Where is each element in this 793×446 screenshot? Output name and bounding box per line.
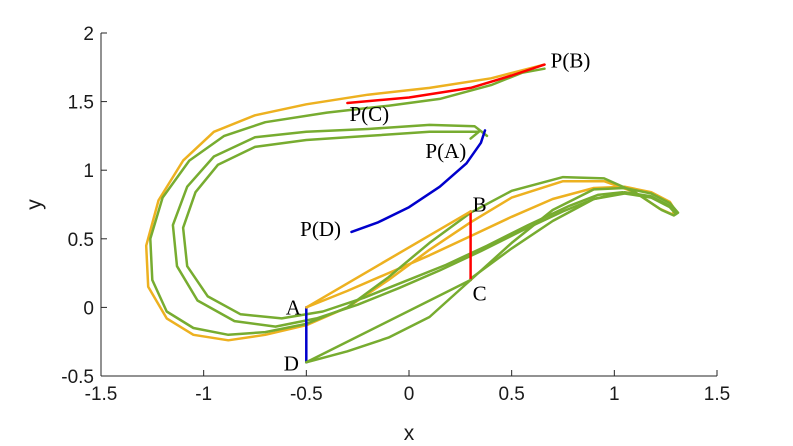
point-label: P(C) xyxy=(349,102,389,126)
x-tick-label: -0.5 xyxy=(290,384,323,405)
x-tick-label: -1.5 xyxy=(85,384,118,405)
series-6-red-line xyxy=(346,63,546,105)
y-tick-label: 1 xyxy=(83,161,94,182)
x-tick-label: 1.5 xyxy=(704,384,730,405)
series-10-green-line xyxy=(305,278,472,364)
y-tick-label: 1.5 xyxy=(68,93,94,114)
y-tick-label: -0.5 xyxy=(61,367,94,388)
point-label: P(B) xyxy=(551,48,591,72)
labels-layer: P(B) P(C) P(A) P(D) B C A D xyxy=(284,48,591,375)
series-4-green-line xyxy=(181,130,624,320)
x-tick-label: -1 xyxy=(195,384,212,405)
series-0-orange-line xyxy=(144,63,678,342)
series-3-green-line xyxy=(171,123,678,328)
point-label: B xyxy=(473,193,487,217)
series-8-blue-line xyxy=(350,129,487,234)
point-label: A xyxy=(286,295,302,319)
axes-layer: -1.5 -1 -0.5 0 0.5 1 1.5 -0.5 0 0.5 1 1.5 2 x y xyxy=(23,24,730,445)
x-tick-label: 1 xyxy=(609,384,620,405)
x-tick-label: 0 xyxy=(404,384,415,405)
point-label: P(D) xyxy=(300,217,341,241)
point-label: P(A) xyxy=(425,139,466,163)
y-axis-label: y xyxy=(23,199,46,210)
y-tick-label: 0 xyxy=(83,298,94,319)
y-tick-label: 2 xyxy=(83,24,94,45)
point-label: D xyxy=(284,352,299,376)
point-label: C xyxy=(473,282,487,306)
y-tick-label: 0.5 xyxy=(68,230,94,251)
x-axis-label: x xyxy=(404,422,415,445)
series-1-green-line xyxy=(149,67,680,364)
series-9-orange-line xyxy=(305,210,472,309)
curves-layer xyxy=(144,63,680,364)
x-tick-label: 0.5 xyxy=(498,384,524,405)
